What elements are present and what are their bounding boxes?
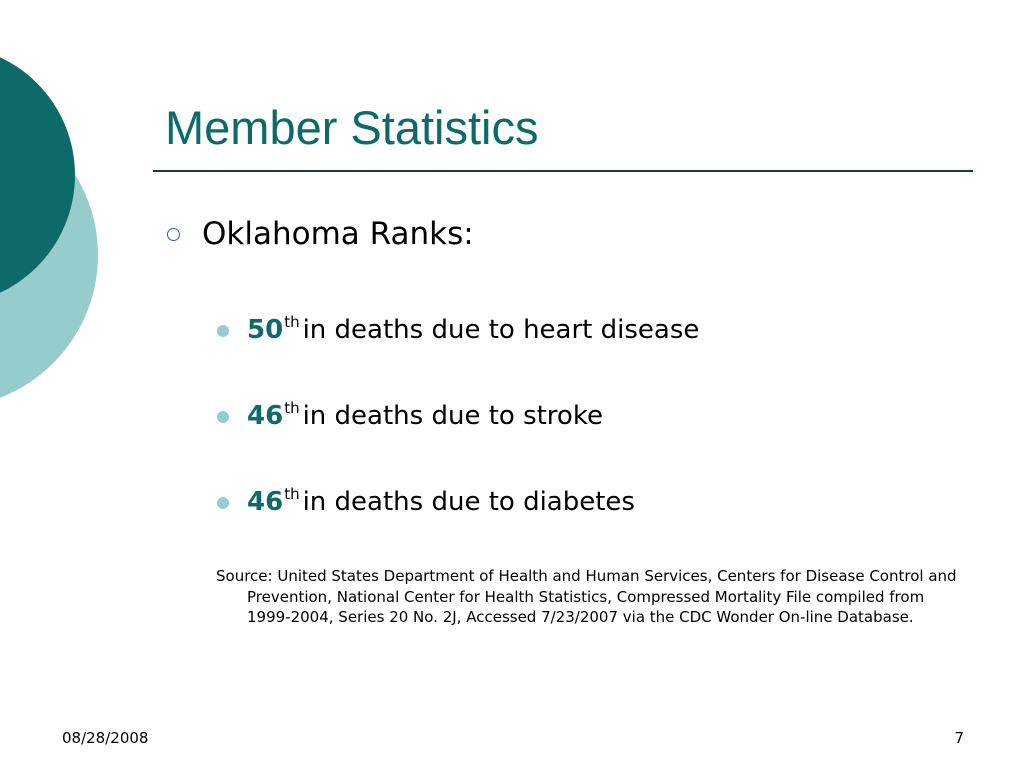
rank-value: 50 [247, 315, 284, 345]
slide-title: Member Statistics [165, 101, 539, 154]
rank-value: 46 [247, 487, 284, 517]
bullet-dot-icon [217, 325, 229, 337]
list-item-text: 46th in deaths due to diabetes [247, 482, 635, 525]
hollow-circle-icon [167, 228, 180, 241]
heading-text: Oklahoma Ranks: [202, 216, 474, 252]
dark-teal-circle [0, 57, 75, 293]
rank-description: in deaths due to heart disease [302, 315, 700, 345]
bullet-dot-icon [217, 497, 229, 509]
page-number: 7 [954, 729, 964, 747]
bullet-dot-icon [217, 411, 229, 423]
list-item-text: 46th in deaths due to stroke [247, 396, 603, 439]
rank-suffix: th [284, 313, 300, 331]
footer-date: 08/28/2008 [62, 729, 149, 747]
rank-suffix: th [284, 485, 300, 503]
source-citation: Source: United States Department of Heal… [216, 567, 957, 626]
rank-description: in deaths due to stroke [302, 401, 603, 431]
title-divider [153, 170, 973, 172]
list-item-text: 50th in deaths due to heart disease [247, 310, 699, 353]
decorative-circles [0, 57, 98, 398]
rank-suffix: th [284, 399, 300, 417]
rank-value: 46 [247, 401, 284, 431]
rank-description: in deaths due to diabetes [302, 487, 635, 517]
